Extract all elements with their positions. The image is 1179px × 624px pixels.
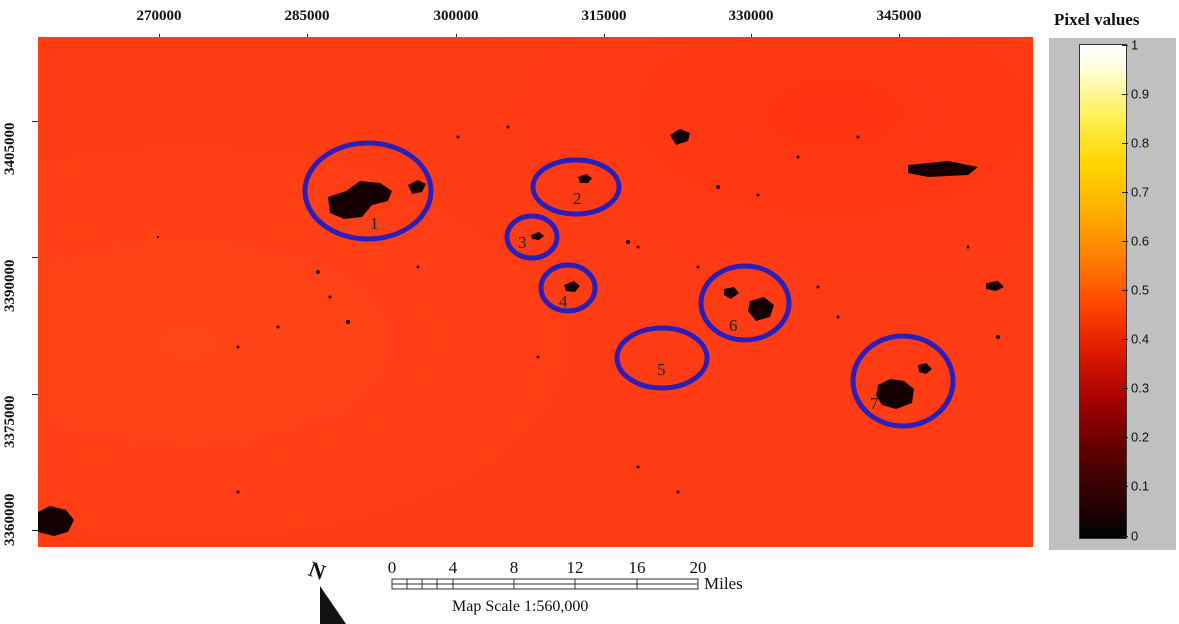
colorbar-label: 0	[1131, 528, 1139, 544]
x-tick-label: 330000	[728, 8, 774, 24]
x-tick-label: 270000	[136, 8, 182, 24]
cluster-1	[328, 181, 392, 219]
colorbar-tick	[1122, 437, 1128, 438]
cluster-top	[670, 129, 690, 145]
map-shading	[38, 37, 1033, 547]
legend-title: Pixel values	[1054, 10, 1140, 29]
colorbar-tick	[1122, 536, 1128, 537]
region-circle-4	[538, 262, 598, 314]
colorbar-label: 0.7	[1131, 184, 1150, 200]
x-tick-label: 285000	[284, 8, 330, 24]
colorbar-tick	[1122, 388, 1128, 389]
colorbar-label: 0.8	[1131, 135, 1150, 151]
colorbar	[1079, 44, 1127, 539]
region-label: 3	[518, 233, 527, 252]
region-circle-2	[530, 157, 622, 217]
north-label: N	[305, 556, 329, 585]
y-tick-mark	[32, 257, 38, 258]
y-tick-label: 3390000	[2, 259, 18, 313]
x-tick-label: 300000	[433, 8, 479, 24]
colorbar-tick	[1122, 241, 1128, 242]
scale-number: 8	[509, 558, 519, 577]
cluster-7	[876, 379, 914, 409]
scale-number: 12	[566, 558, 584, 577]
colorbar-label: 0.2	[1131, 429, 1150, 445]
cluster-1b	[408, 180, 426, 194]
scale-number: 4	[448, 558, 458, 577]
cluster-4	[564, 281, 580, 292]
region-circle-3	[504, 213, 560, 261]
colorbar-tick	[1122, 94, 1128, 95]
cluster-6b	[748, 297, 774, 321]
region-label: 6	[729, 316, 738, 335]
region-label: 7	[870, 394, 879, 413]
colorbar-label: 0.5	[1131, 282, 1150, 298]
colorbar-label: 0.6	[1131, 233, 1150, 249]
colorbar-tick	[1122, 486, 1128, 487]
scale-caption: Map Scale 1:560,000	[452, 598, 589, 615]
region-circles	[302, 140, 956, 429]
y-tick-label: 3360000	[2, 493, 18, 547]
colorbar-label: 0.4	[1131, 331, 1150, 347]
y-tick-mark	[32, 121, 38, 122]
colorbar-label: 1	[1131, 37, 1139, 53]
scale-bar	[391, 578, 699, 590]
north-arrow-icon	[320, 586, 346, 624]
region-label: 1	[370, 214, 379, 233]
region-circle-1	[302, 140, 434, 242]
cluster-right	[986, 281, 1004, 291]
scale-number: 20	[689, 558, 707, 577]
scale-units: Miles	[704, 574, 743, 593]
cluster-3	[531, 232, 544, 240]
colorbar-tick	[1122, 45, 1128, 46]
cluster-east	[908, 161, 978, 177]
cluster-2	[578, 174, 592, 183]
map-raster[interactable]	[38, 37, 1033, 547]
y-tick-mark	[32, 530, 38, 531]
cluster-corner	[38, 506, 74, 536]
cluster-7b	[918, 363, 932, 374]
region-label: 2	[573, 189, 582, 208]
region-circle-5	[614, 325, 710, 391]
cluster-6a	[724, 287, 739, 299]
region-circle-7	[850, 333, 956, 429]
x-tick-label: 345000	[876, 8, 922, 24]
x-tick-label: 315000	[581, 8, 627, 24]
scale-number: 0	[387, 558, 397, 577]
colorbar-label: 0.3	[1131, 380, 1150, 396]
region-label: 5	[657, 360, 666, 379]
colorbar-label: 0.1	[1131, 478, 1150, 494]
colorbar-tick	[1122, 192, 1128, 193]
y-tick-label: 3375000	[2, 395, 18, 449]
y-tick-mark	[32, 394, 38, 395]
scale-number: 16	[628, 558, 646, 577]
y-tick-label: 3405000	[2, 122, 18, 176]
colorbar-tick	[1122, 339, 1128, 340]
sparse-dots	[157, 125, 1000, 494]
colorbar-tick	[1122, 290, 1128, 291]
colorbar-label: 0.9	[1131, 86, 1150, 102]
urban-clusters	[38, 129, 1004, 536]
colorbar-tick	[1122, 143, 1128, 144]
region-label: 4	[559, 292, 568, 311]
region-circle-6	[698, 263, 792, 343]
